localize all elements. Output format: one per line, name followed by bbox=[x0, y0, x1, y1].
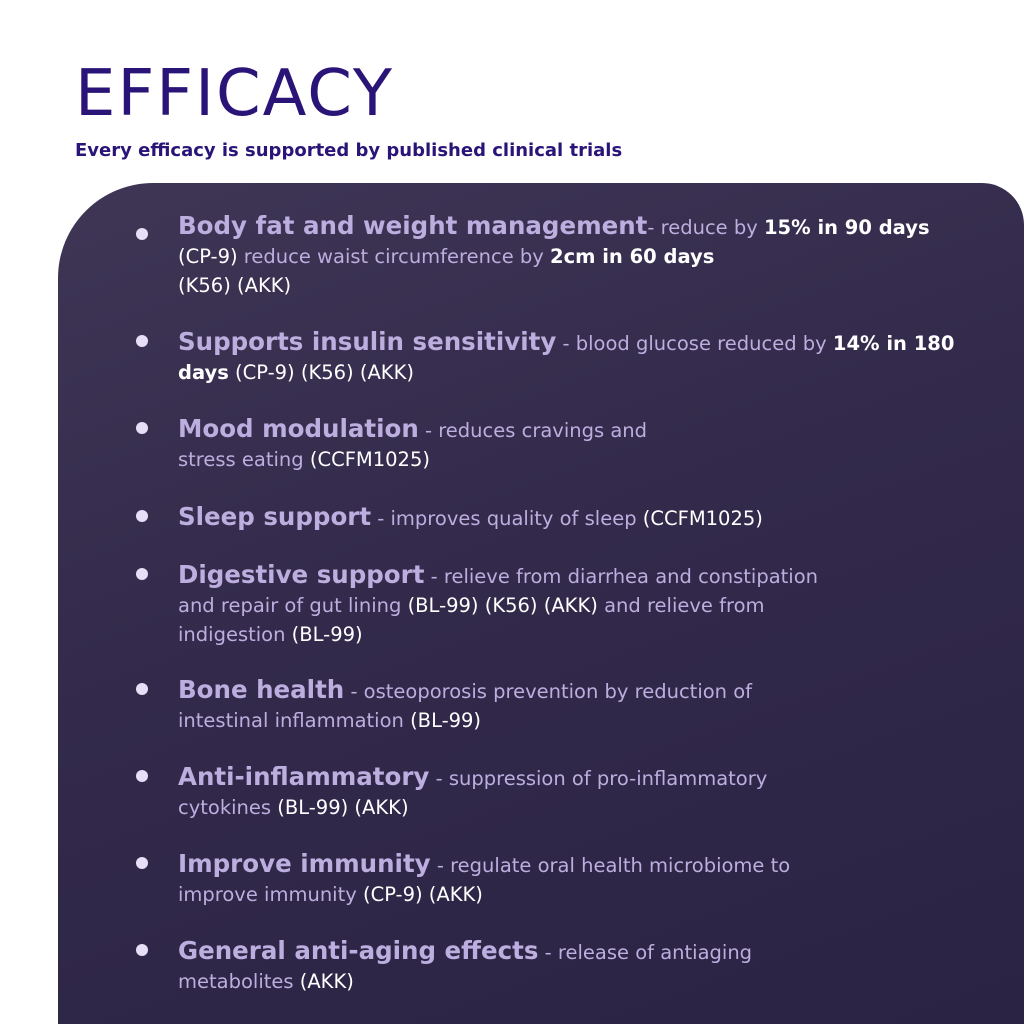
item-text: Digestive support - relieve from diarrhe… bbox=[178, 560, 1008, 649]
bullet-icon bbox=[136, 335, 148, 347]
bullet-icon bbox=[136, 568, 148, 580]
item-description: improve immunity bbox=[178, 883, 363, 906]
item-text: Body fat and weight management- reduce b… bbox=[178, 211, 1008, 300]
item-heading: Mood modulation bbox=[178, 414, 419, 443]
item-text: General anti-aging effects - release of … bbox=[178, 936, 1008, 996]
efficacy-panel: Body fat and weight management- reduce b… bbox=[58, 183, 1024, 1024]
item-description: metabolites bbox=[178, 970, 300, 993]
item-text: Anti-inflammatory - suppression of pro-i… bbox=[178, 762, 1008, 822]
item-heading: Improve immunity bbox=[178, 849, 431, 878]
bullet-icon bbox=[136, 770, 148, 782]
item-description: intestinal inflammation bbox=[178, 709, 411, 732]
item-description: - osteoporosis prevention by reduction o… bbox=[344, 680, 753, 703]
item-description: and repair of gut lining bbox=[178, 594, 408, 617]
item-reference: (BL-99) bbox=[410, 709, 482, 732]
item-heading: Sleep support bbox=[178, 502, 372, 531]
bullet-icon bbox=[136, 228, 148, 240]
item-heading: Anti-inflammatory bbox=[178, 762, 430, 791]
item-reference: (CP-9) bbox=[178, 245, 238, 268]
item-description: - suppression of pro-inflammatory bbox=[429, 767, 768, 790]
item-highlight: 2cm in 60 days bbox=[550, 245, 715, 268]
item-text: Improve immunity - regulate oral health … bbox=[178, 849, 1008, 909]
item-description: - release of antiaging bbox=[538, 941, 753, 964]
item-reference: (CP-9) (K56) (AKK) bbox=[235, 361, 414, 384]
item-description: - blood glucose reduced by bbox=[556, 332, 833, 355]
item-reference: (BL-99) bbox=[291, 623, 363, 646]
item-text: Mood modulation - reduces cravings and s… bbox=[178, 414, 1008, 474]
item-heading: Body fat and weight management bbox=[178, 211, 648, 240]
item-heading: Digestive support bbox=[178, 560, 425, 589]
item-description: - regulate oral health microbiome to bbox=[430, 854, 791, 877]
item-description: reduce waist circumference by bbox=[237, 245, 551, 268]
item-heading: General anti-aging effects bbox=[178, 936, 539, 965]
item-description: - reduces cravings and bbox=[418, 419, 648, 442]
item-text: Sleep support - improves quality of slee… bbox=[178, 502, 1008, 533]
item-reference: (BL-99) (AKK) bbox=[277, 796, 409, 819]
bullet-icon bbox=[136, 944, 148, 956]
item-reference: (CCFM1025) bbox=[309, 448, 430, 471]
item-description: - reduce by bbox=[647, 216, 764, 239]
item-description: - relieve from diarrhea and constipation bbox=[424, 565, 818, 588]
item-description: indigestion bbox=[178, 623, 292, 646]
item-text: Bone health - osteoporosis prevention by… bbox=[178, 675, 1008, 735]
item-reference: (CP-9) (AKK) bbox=[362, 883, 483, 906]
item-description: - improves quality of sleep bbox=[371, 507, 643, 530]
item-heading: Bone health bbox=[178, 675, 345, 704]
bullet-icon bbox=[136, 422, 148, 434]
bullet-icon bbox=[136, 857, 148, 869]
item-highlight: 14% in 180 days bbox=[178, 332, 955, 384]
item-heading: Supports insulin sensitivity bbox=[178, 327, 557, 356]
page-title: EFFICACY bbox=[75, 57, 394, 131]
item-reference: (AKK) bbox=[299, 970, 354, 993]
bullet-icon bbox=[136, 683, 148, 695]
bullet-icon bbox=[136, 510, 148, 522]
item-text: Supports insulin sensitivity - blood glu… bbox=[178, 327, 1008, 387]
page-subtitle: Every efficacy is supported by published… bbox=[75, 140, 623, 161]
item-reference: (BL-99) (K56) (AKK) bbox=[407, 594, 598, 617]
item-description: stress eating bbox=[178, 448, 310, 471]
item-reference: (K56) (AKK) bbox=[178, 274, 292, 297]
item-description: cytokines bbox=[178, 796, 278, 819]
item-reference: (CCFM1025) bbox=[642, 507, 763, 530]
item-description: and relieve from bbox=[597, 594, 765, 617]
item-highlight: 15% in 90 days bbox=[763, 216, 930, 239]
